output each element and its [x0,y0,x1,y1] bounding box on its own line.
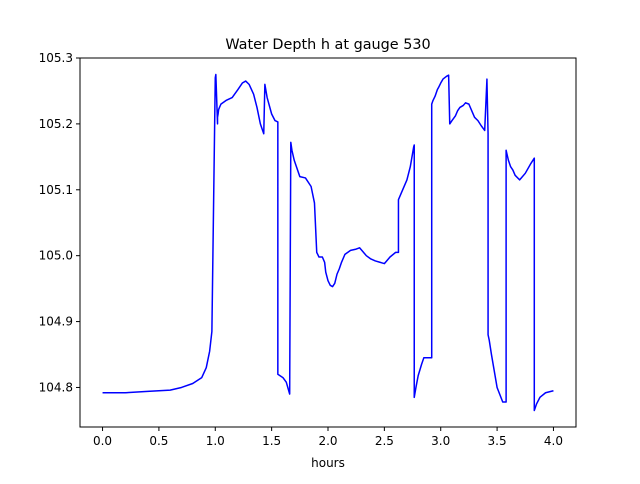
y-tick-label: 105.2 [39,117,73,131]
x-tick-label: 2.0 [318,434,337,448]
y-tick-label: 105.3 [39,51,73,65]
y-axis-ticks: 104.8 104.9 105.0 105.1 105.2 105.3 [39,51,80,394]
x-axis-label: hours [311,456,345,470]
water-depth-line [102,73,554,412]
x-tick-label: 3.5 [488,434,507,448]
x-tick-label: 2.5 [375,434,394,448]
y-tick-label: 104.8 [39,380,73,394]
x-tick-label: 3.0 [431,434,450,448]
x-axis-ticks: 0.0 0.5 1.0 1.5 2.0 2.5 3.0 3.5 4.0 [93,427,563,448]
x-tick-label: 1.0 [206,434,225,448]
y-tick-label: 104.9 [39,315,73,329]
x-tick-label: 1.5 [262,434,281,448]
axes-frame [79,57,577,428]
chart-title: Water Depth h at gauge 530 [225,37,430,53]
x-tick-label: 0.5 [149,434,168,448]
x-tick-label: 0.0 [93,434,112,448]
x-tick-label: 4.0 [544,434,563,448]
y-tick-label: 105.1 [39,183,73,197]
y-tick-label: 105.0 [39,249,73,263]
